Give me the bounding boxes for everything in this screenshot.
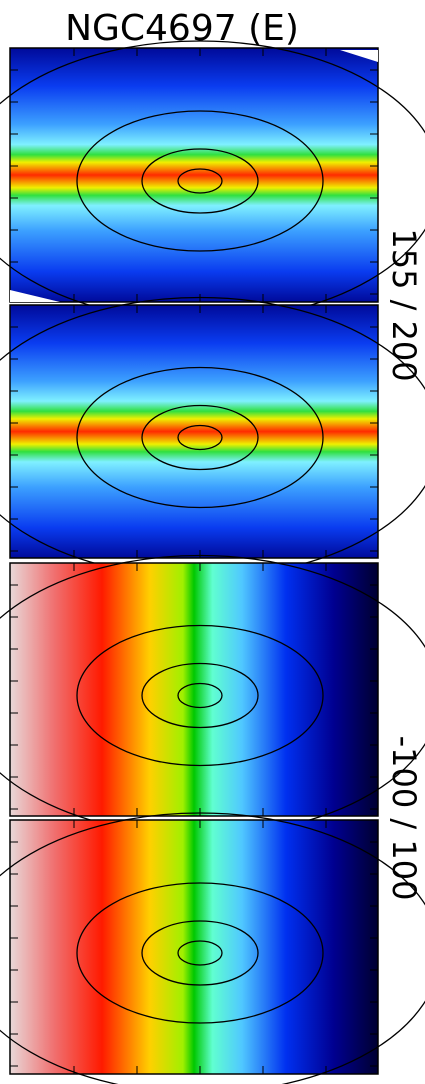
map-panel bbox=[0, 554, 425, 837]
map bbox=[10, 48, 378, 302]
contour bbox=[76, 624, 324, 767]
contour bbox=[76, 366, 324, 509]
contour bbox=[177, 940, 223, 966]
panels bbox=[0, 40, 425, 1084]
title: NGC4697 (E) bbox=[65, 8, 299, 49]
frame bbox=[9, 304, 379, 559]
contour bbox=[177, 168, 223, 194]
contour bbox=[141, 662, 259, 729]
contour bbox=[141, 920, 259, 986]
contour bbox=[141, 404, 259, 471]
frame bbox=[9, 819, 379, 1075]
contour bbox=[177, 682, 223, 709]
map bbox=[10, 820, 378, 1074]
map-panel bbox=[0, 40, 425, 322]
map-panel bbox=[0, 296, 425, 579]
map bbox=[10, 563, 378, 816]
contour bbox=[0, 812, 425, 1084]
contour bbox=[177, 424, 223, 451]
frame bbox=[9, 47, 379, 303]
contour bbox=[141, 148, 259, 214]
frame bbox=[9, 562, 379, 817]
map-panel bbox=[0, 812, 425, 1084]
contour bbox=[76, 882, 324, 1024]
color-range-label: 155 / 200 bbox=[385, 228, 423, 381]
map bbox=[10, 305, 378, 558]
color-range-label: -100 / 100 bbox=[385, 736, 423, 901]
contour bbox=[76, 110, 324, 252]
